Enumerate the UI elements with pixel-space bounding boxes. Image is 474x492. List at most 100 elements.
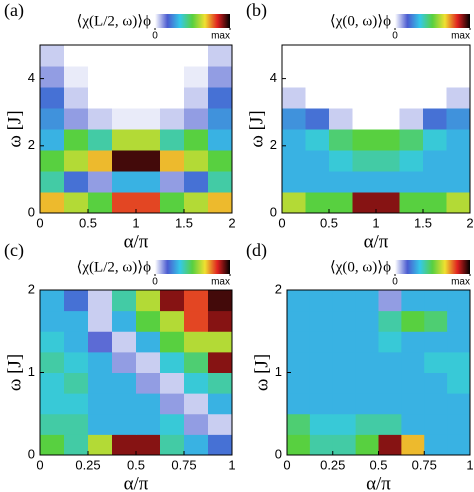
heatmap-cell <box>208 66 233 88</box>
heatmap-cell <box>40 66 65 88</box>
heatmap-cell <box>208 372 233 394</box>
y-tick-label: 2 <box>28 281 35 296</box>
panel-label: (b) <box>246 0 267 21</box>
heatmap-cell <box>184 413 209 435</box>
heatmap-cell <box>309 310 334 332</box>
y-axis-label: ω [J] <box>4 354 25 391</box>
heatmap-cell <box>112 192 137 214</box>
panel-label: (c) <box>4 240 24 261</box>
heatmap-cell <box>64 45 89 67</box>
heatmap-cell <box>88 331 113 353</box>
y-tick-label: 1 <box>275 364 282 379</box>
heatmap-cell <box>424 351 448 373</box>
heatmap-cell <box>332 290 357 312</box>
heatmap-cell <box>355 413 379 435</box>
heatmap-cell <box>88 351 113 373</box>
x-axis-label: α/π <box>124 231 149 252</box>
heatmap-cell <box>447 372 471 394</box>
heatmap-cell <box>332 372 357 394</box>
heatmap-cell <box>309 393 334 415</box>
heatmap-cell <box>112 290 137 312</box>
heatmap-cell <box>332 393 357 415</box>
heatmap-cell <box>287 434 311 456</box>
x-tick-label: 0 <box>36 457 43 472</box>
heatmap-cell <box>112 108 137 130</box>
heatmap-cell <box>136 171 161 193</box>
heatmap-cell <box>376 150 400 172</box>
heatmap-cell <box>40 372 65 394</box>
heatmap-cell <box>136 192 161 214</box>
heatmap-cell <box>282 150 306 172</box>
heatmap-cell <box>329 87 353 109</box>
heatmap-cell <box>136 331 161 353</box>
heatmap-cell <box>352 129 377 151</box>
heatmap-cell <box>447 290 471 312</box>
heatmap-cell <box>399 87 424 109</box>
heatmap-cell <box>401 393 425 415</box>
heatmap-cell <box>208 108 233 130</box>
heatmap-cell <box>287 372 311 394</box>
heatmap-cell <box>401 434 425 456</box>
heatmap-cell <box>208 351 233 373</box>
heatmap-cell <box>309 434 334 456</box>
heatmap-cell <box>88 310 113 332</box>
heatmap-cell <box>446 87 471 109</box>
heatmap-cell <box>352 171 377 193</box>
heatmap-cell <box>40 45 65 67</box>
heatmap-cell <box>447 434 471 456</box>
heatmap-cell <box>64 171 89 193</box>
heatmap-cell <box>305 108 330 130</box>
colorbar <box>395 14 470 28</box>
heatmap-cell <box>378 413 402 435</box>
heatmap-cell <box>401 413 425 435</box>
heatmap-cell <box>376 45 400 67</box>
heatmap-cell <box>184 331 209 353</box>
heatmap-cell <box>305 66 330 88</box>
heatmap-cell <box>160 331 185 353</box>
heatmap-cell <box>64 192 89 214</box>
heatmap-cell <box>136 413 161 435</box>
heatmap-cell <box>447 331 471 353</box>
heatmap-cell <box>40 351 65 373</box>
heatmap-cell <box>208 310 233 332</box>
heatmap-cell <box>424 331 448 353</box>
y-tick-label: 2 <box>270 137 277 152</box>
heatmap-cell <box>399 66 424 88</box>
heatmap-cell <box>136 434 161 456</box>
heatmap-cell <box>355 393 379 415</box>
heatmap-cell <box>184 393 209 415</box>
heatmap-cell <box>184 351 209 373</box>
heatmap-cell <box>305 87 330 109</box>
heatmap-cell <box>423 192 447 214</box>
x-axis-label: α/π <box>124 473 149 492</box>
heatmap-cell <box>184 372 209 394</box>
heatmap-cell <box>88 393 113 415</box>
panel-label: (d) <box>246 240 267 261</box>
y-tick-label: 4 <box>28 70 35 85</box>
x-tick-label: 2 <box>228 215 235 230</box>
heatmap-cell <box>208 393 233 415</box>
y-tick-label: 0 <box>275 446 282 461</box>
heatmap-cell <box>399 108 424 130</box>
heatmap-cell <box>112 45 137 67</box>
heatmap-cell <box>424 413 448 435</box>
heatmap-cell <box>446 150 471 172</box>
heatmap-cell <box>160 66 185 88</box>
y-axis-label: ω [J] <box>4 110 25 147</box>
heatmap-cell <box>208 434 233 456</box>
x-tick-label: 1 <box>132 215 139 230</box>
heatmap-cell <box>309 331 334 353</box>
y-tick-label: 0 <box>270 204 277 219</box>
heatmap-cell <box>64 108 89 130</box>
panel-title: ⟨χ(0, ω)⟩ϕ <box>330 259 391 275</box>
heatmap-cell <box>64 413 89 435</box>
heatmap-cell <box>40 108 65 130</box>
heatmap-cell <box>208 45 233 67</box>
heatmap-cell <box>208 87 233 109</box>
heatmap-cell <box>352 66 377 88</box>
heatmap-cell <box>160 351 185 373</box>
x-tick-label: 0.75 <box>171 457 196 472</box>
heatmap-cell <box>208 129 233 151</box>
heatmap-cell <box>88 129 113 151</box>
heatmap-cell <box>447 393 471 415</box>
